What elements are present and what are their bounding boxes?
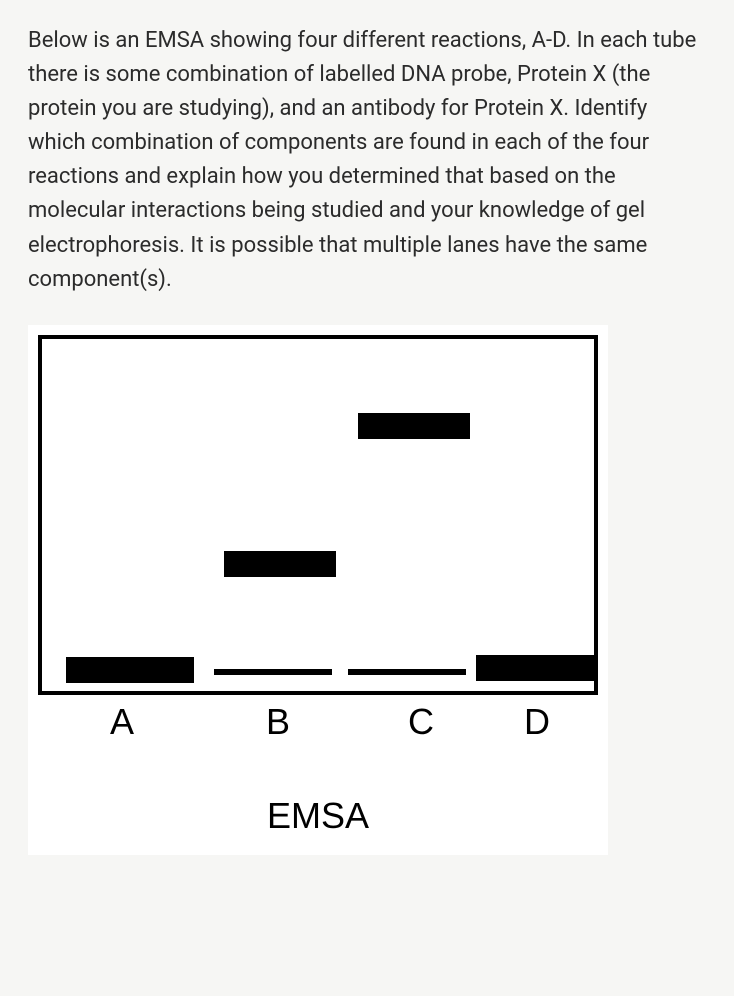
gel-band xyxy=(358,413,470,439)
lane-label: D xyxy=(524,701,550,743)
gel-band xyxy=(66,657,194,683)
lane-label: B xyxy=(266,701,290,743)
gel-band xyxy=(214,669,332,675)
figure-title: EMSA xyxy=(38,795,598,837)
lane-label: A xyxy=(110,701,134,743)
figure-container: A B C D EMSA xyxy=(28,325,608,855)
lane-label: C xyxy=(408,701,434,743)
question-text: Below is an EMSA showing four different … xyxy=(28,24,706,297)
gel-band xyxy=(476,655,598,681)
gel-box xyxy=(38,335,598,695)
gel-band xyxy=(348,669,466,675)
lane-labels-row: A B C D xyxy=(38,701,598,747)
gel-band xyxy=(224,551,336,577)
